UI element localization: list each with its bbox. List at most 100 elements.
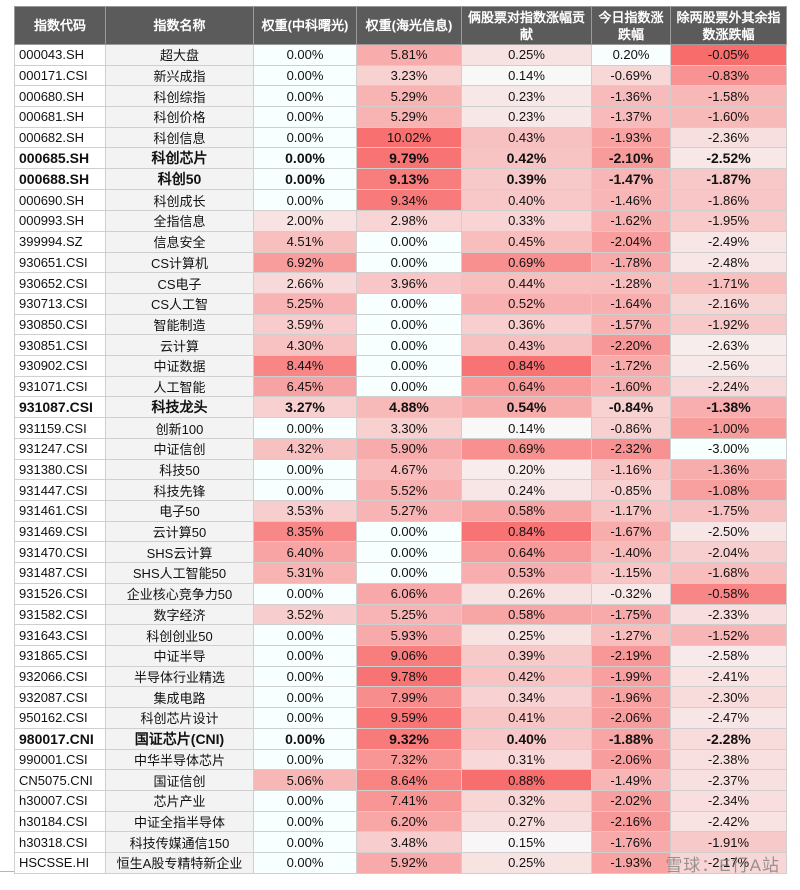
weight-sugon-cell: 5.06% <box>253 769 357 791</box>
index-table: 指数代码 指数名称 权重(中科曙光) 权重(海光信息) 俩股票对指数涨幅贡献 今… <box>14 6 787 874</box>
table-row: 930850.CSI 智能制造 3.59% 0.00% 0.36% -1.57% -1.92… <box>14 313 787 336</box>
today-change-cell: -1.40% <box>591 541 671 564</box>
ex-two-change-cell: -2.34% <box>670 790 787 812</box>
table-row: HSCSSE.HI 恒生A股专精特新企业 0.00% 5.92% 0.25% -1.93%… <box>14 852 787 874</box>
weight-sugon-cell: 2.66% <box>253 272 357 294</box>
index-name-cell: 创新100 <box>105 417 254 439</box>
index-name-cell: 云计算 <box>105 334 254 356</box>
ex-two-change-cell: -1.00% <box>670 417 787 439</box>
ex-two-change-cell: -2.04% <box>670 541 787 564</box>
today-change-cell: -2.19% <box>591 644 671 667</box>
contribution-cell: 0.23% <box>461 85 592 108</box>
contribution-cell: 0.42% <box>461 147 592 170</box>
table-row: 931071.CSI 人工智能 6.45% 0.00% 0.64% -1.60% -2.24… <box>14 375 787 398</box>
weight-hygon-cell: 5.29% <box>356 106 462 128</box>
ex-two-change-cell: -1.68% <box>670 562 787 584</box>
index-code-cell: 930651.CSI <box>14 251 106 274</box>
index-code-cell: HSCSSE.HI <box>14 852 106 874</box>
table-row: 399994.SZ 信息安全 4.51% 0.00% 0.45% -2.04% -2.49% <box>14 230 787 253</box>
index-name-cell: 科创成长 <box>105 189 254 212</box>
index-code-cell: 931865.CSI <box>14 644 106 667</box>
index-code-cell: h30007.CSI <box>14 790 106 812</box>
table-row: h30184.CSI 中证全指半导体 0.00% 6.20% 0.27% -2.16% -2… <box>14 810 787 833</box>
weight-hygon-cell: 9.34% <box>356 189 462 212</box>
weight-hygon-cell: 3.48% <box>356 831 462 854</box>
weight-sugon-cell: 0.00% <box>253 147 357 170</box>
weight-sugon-cell: 8.35% <box>253 520 357 543</box>
today-change-cell: -2.16% <box>591 810 671 833</box>
table-row: 930902.CSI 中证数据 8.44% 0.00% 0.84% -1.72% -2.56… <box>14 354 787 377</box>
table-row: 931461.CSI 电子50 3.53% 5.27% 0.58% -1.17% -1.75… <box>14 500 787 522</box>
ex-two-change-cell: -1.38% <box>670 396 787 419</box>
weight-hygon-cell: 0.00% <box>356 562 462 584</box>
table-row: 980017.CNI 国证芯片(CNI) 0.00% 9.32% 0.40% -1.88%… <box>14 727 787 750</box>
table-row: h30007.CSI 芯片产业 0.00% 7.41% 0.32% -2.02% -2.34… <box>14 790 787 812</box>
today-change-cell: -1.67% <box>591 520 671 543</box>
index-name-cell: 国证信创 <box>105 769 254 791</box>
contribution-cell: 0.14% <box>461 64 592 87</box>
weight-hygon-cell: 0.00% <box>356 375 462 398</box>
today-change-cell: -0.69% <box>591 64 671 87</box>
table-row: 932087.CSI 集成电路 0.00% 7.99% 0.34% -1.96% -2.30… <box>14 686 787 708</box>
table-row: 000993.SH 全指信息 2.00% 2.98% 0.33% -1.62% -1.95% <box>14 210 787 232</box>
ex-two-change-cell: -1.95% <box>670 210 787 232</box>
weight-hygon-cell: 5.81% <box>356 44 462 66</box>
contribution-cell: 0.40% <box>461 727 592 750</box>
index-code-cell: 932087.CSI <box>14 686 106 708</box>
weight-sugon-cell: 3.52% <box>253 603 357 626</box>
weight-sugon-cell: 3.27% <box>253 396 357 419</box>
index-code-cell: 931461.CSI <box>14 500 106 522</box>
weight-sugon-cell: 0.00% <box>253 644 357 667</box>
index-code-cell: 980017.CNI <box>14 727 106 750</box>
contribution-cell: 0.20% <box>461 458 592 481</box>
weight-hygon-cell: 9.06% <box>356 644 462 667</box>
weight-sugon-cell: 0.00% <box>253 64 357 87</box>
today-change-cell: -2.32% <box>591 438 671 460</box>
today-change-cell: -1.93% <box>591 852 671 874</box>
table-row: 931447.CSI 科技先锋 0.00% 5.52% 0.24% -0.85% -1.08… <box>14 479 787 502</box>
weight-hygon-cell: 6.06% <box>356 582 462 605</box>
contribution-cell: 0.45% <box>461 230 592 253</box>
col-header-contribution: 俩股票对指数涨幅贡献 <box>461 6 592 45</box>
table-row: 931469.CSI 云计算50 8.35% 0.00% 0.84% -1.67% -2.5… <box>14 520 787 543</box>
index-name-cell: 科创综指 <box>105 85 254 108</box>
index-name-cell: 中证信创 <box>105 438 254 460</box>
contribution-cell: 0.58% <box>461 500 592 522</box>
table-row: 930652.CSI CS电子 2.66% 3.96% 0.44% -1.28% -1.71… <box>14 272 787 294</box>
weight-hygon-cell: 0.00% <box>356 230 462 253</box>
contribution-cell: 0.64% <box>461 541 592 564</box>
table-row: 950162.CSI 科创芯片设计 0.00% 9.59% 0.41% -2.06% -2.… <box>14 706 787 729</box>
today-change-cell: -1.49% <box>591 769 671 791</box>
weight-sugon-cell: 0.00% <box>253 582 357 605</box>
index-name-cell: 科技50 <box>105 458 254 481</box>
weight-sugon-cell: 5.25% <box>253 292 357 315</box>
index-name-cell: 半导体行业精选 <box>105 665 254 688</box>
today-change-cell: -1.57% <box>591 313 671 336</box>
table-row: 000685.SH 科创芯片 0.00% 9.79% 0.42% -2.10% -2.52% <box>14 147 787 170</box>
index-code-cell: 000690.SH <box>14 189 106 212</box>
ex-two-change-cell: -2.17% <box>670 852 787 874</box>
index-code-cell: 930902.CSI <box>14 354 106 377</box>
table-row: 000690.SH 科创成长 0.00% 9.34% 0.40% -1.46% -1.86% <box>14 189 787 212</box>
contribution-cell: 0.44% <box>461 272 592 294</box>
ex-two-change-cell: -1.86% <box>670 189 787 212</box>
contribution-cell: 0.43% <box>461 126 592 149</box>
index-name-cell: 科创50 <box>105 168 254 191</box>
contribution-cell: 0.41% <box>461 706 592 729</box>
index-code-cell: 000680.SH <box>14 85 106 108</box>
weight-hygon-cell: 4.67% <box>356 458 462 481</box>
contribution-cell: 0.69% <box>461 438 592 460</box>
table-row: 990001.CSI 中华半导体芯片 0.00% 7.32% 0.31% -2.06% -2… <box>14 748 787 771</box>
contribution-cell: 0.88% <box>461 769 592 791</box>
weight-hygon-cell: 0.00% <box>356 251 462 274</box>
index-code-cell: 000171.CSI <box>14 64 106 87</box>
weight-hygon-cell: 7.41% <box>356 790 462 812</box>
contribution-cell: 0.27% <box>461 810 592 833</box>
table-row: 931582.CSI 数字经济 3.52% 5.25% 0.58% -1.75% -2.33… <box>14 603 787 626</box>
weight-hygon-cell: 0.00% <box>356 541 462 564</box>
index-name-cell: 中证数据 <box>105 354 254 377</box>
ex-two-change-cell: -1.87% <box>670 168 787 191</box>
col-header-today-change: 今日指数涨跌幅 <box>591 6 671 45</box>
weight-sugon-cell: 6.40% <box>253 541 357 564</box>
contribution-cell: 0.58% <box>461 603 592 626</box>
